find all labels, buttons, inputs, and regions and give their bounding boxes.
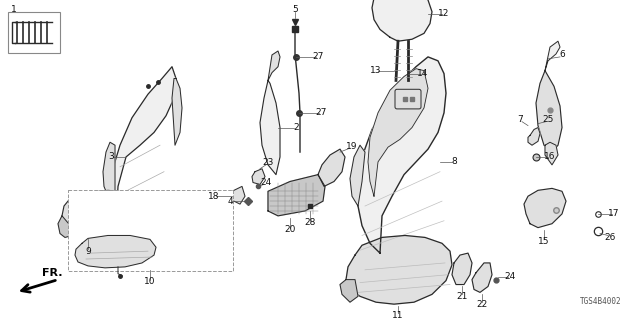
- Polygon shape: [536, 71, 562, 152]
- Text: 21: 21: [456, 292, 468, 301]
- Text: 23: 23: [262, 158, 274, 167]
- Polygon shape: [318, 149, 345, 187]
- Text: 4: 4: [227, 196, 233, 206]
- Text: 11: 11: [392, 311, 404, 320]
- Text: TGS4B4002: TGS4B4002: [580, 297, 622, 306]
- Polygon shape: [103, 142, 115, 196]
- Text: 1: 1: [11, 5, 17, 14]
- Polygon shape: [252, 169, 265, 184]
- Text: 2: 2: [293, 123, 299, 132]
- Text: 10: 10: [144, 277, 156, 286]
- Polygon shape: [346, 236, 452, 304]
- Polygon shape: [368, 69, 428, 196]
- Text: 24: 24: [504, 272, 516, 281]
- Polygon shape: [172, 78, 182, 145]
- Polygon shape: [260, 80, 280, 175]
- Polygon shape: [62, 190, 154, 239]
- Text: FR.: FR.: [42, 268, 63, 278]
- Polygon shape: [452, 253, 472, 284]
- Text: 13: 13: [371, 66, 381, 75]
- Text: 16: 16: [544, 153, 556, 162]
- Polygon shape: [75, 236, 156, 268]
- Polygon shape: [340, 280, 358, 302]
- Polygon shape: [524, 188, 566, 228]
- Text: 25: 25: [542, 115, 554, 124]
- Polygon shape: [528, 128, 540, 145]
- Polygon shape: [350, 145, 365, 206]
- Polygon shape: [232, 187, 245, 204]
- Text: 17: 17: [608, 209, 620, 218]
- Text: 12: 12: [438, 9, 450, 18]
- Polygon shape: [268, 51, 280, 80]
- FancyBboxPatch shape: [68, 190, 233, 271]
- Polygon shape: [372, 0, 432, 41]
- Polygon shape: [472, 263, 492, 292]
- Polygon shape: [545, 41, 560, 71]
- Text: 3: 3: [108, 153, 114, 162]
- Text: 20: 20: [284, 225, 296, 234]
- Text: 8: 8: [451, 157, 457, 166]
- Polygon shape: [268, 175, 325, 216]
- Text: 7: 7: [517, 115, 523, 124]
- Text: 5: 5: [292, 5, 298, 14]
- Polygon shape: [108, 67, 176, 243]
- FancyBboxPatch shape: [8, 12, 60, 53]
- Text: 18: 18: [208, 192, 220, 201]
- Text: 14: 14: [417, 69, 429, 78]
- Polygon shape: [358, 57, 446, 253]
- Text: 9: 9: [85, 247, 91, 256]
- Text: 27: 27: [312, 52, 324, 61]
- Text: 15: 15: [538, 237, 550, 246]
- Text: 24: 24: [260, 178, 271, 187]
- Polygon shape: [545, 142, 558, 165]
- Text: 27: 27: [316, 108, 326, 117]
- Text: 19: 19: [346, 142, 358, 151]
- Text: 26: 26: [604, 233, 616, 242]
- FancyBboxPatch shape: [395, 89, 421, 109]
- Text: 22: 22: [476, 300, 488, 309]
- Text: 6: 6: [559, 51, 565, 60]
- Polygon shape: [58, 216, 72, 237]
- Text: 28: 28: [304, 218, 316, 227]
